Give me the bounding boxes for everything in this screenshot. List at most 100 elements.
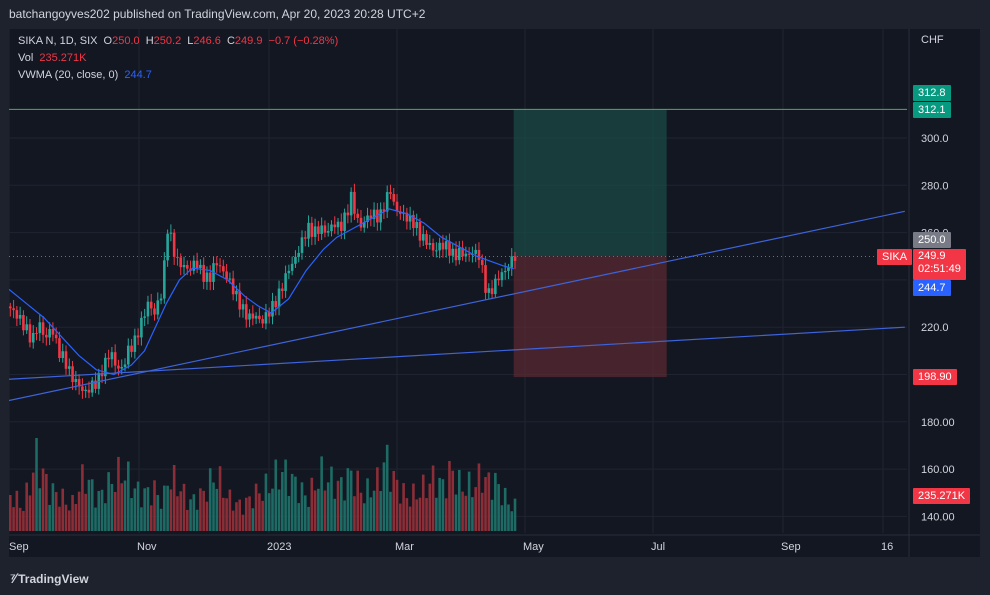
volume-label: Vol [18, 52, 34, 64]
candle-body [94, 380, 97, 389]
volume-bar [438, 477, 441, 531]
volume-bar [74, 503, 78, 531]
candle-body [48, 329, 51, 338]
volume-bar [333, 498, 337, 531]
candle-body [61, 351, 65, 359]
volume-bar [35, 438, 38, 531]
candle-body [143, 316, 146, 318]
volume-bar [487, 472, 491, 531]
candle-body [31, 332, 35, 343]
symbol-label: SIKA N, 1D, SIX [18, 35, 98, 47]
tradingview-logo[interactable]: ⁷∕ TradingView [10, 570, 89, 586]
candle-body [421, 234, 425, 241]
volume-bar [405, 498, 409, 531]
candle-body [408, 214, 412, 222]
volume-bar [133, 488, 137, 531]
candle-body [15, 310, 19, 319]
candle-body [225, 271, 228, 280]
volume-bar [51, 483, 55, 531]
chart-area[interactable]: 140.00160.00180.00200.0220.0240.0260.028… [9, 29, 980, 557]
vwma-value: 244.7 [124, 69, 152, 81]
volume-bar [310, 477, 314, 531]
candle-body [74, 379, 78, 383]
candle-body [222, 266, 225, 272]
candle-body [12, 308, 15, 311]
volume-bar [392, 470, 396, 531]
volume-bar [366, 478, 369, 531]
volume-bar [199, 488, 202, 531]
volume-bar [448, 461, 451, 531]
y-tick-label: 220.0 [921, 322, 949, 334]
tradingview-logo-icon: ⁷∕ [10, 570, 16, 586]
volume-bar [231, 510, 235, 531]
candle-body [382, 209, 386, 212]
candle-body [376, 209, 379, 223]
volume-bar [471, 497, 474, 531]
volume-bar [307, 506, 310, 531]
volume-bar [182, 483, 186, 531]
volume-bar [402, 483, 405, 531]
volume-bar [281, 471, 284, 531]
volume-bar [235, 502, 238, 531]
candle-body [277, 288, 281, 308]
y-tick-label: 140.00 [921, 511, 955, 523]
volume-bar [349, 470, 353, 531]
volume-bar [222, 497, 225, 531]
volume-bar [300, 482, 304, 531]
volume-bar [48, 504, 51, 531]
candle-body [484, 265, 487, 293]
x-tick-label: Sep [9, 541, 29, 553]
candle-body [58, 338, 61, 359]
volume-bar [490, 499, 494, 531]
candle-body [195, 260, 199, 269]
volume-bar [497, 484, 500, 531]
candle-body [425, 234, 428, 245]
price-chart[interactable]: 140.00160.00180.00200.0220.0240.0260.028… [9, 29, 980, 557]
volume-bar [81, 464, 84, 531]
x-tick-label: 2023 [267, 541, 291, 553]
last-price-value: 249.9 [918, 250, 946, 262]
volume-bar [136, 481, 140, 531]
volume-bar [369, 497, 373, 531]
candle-body [235, 290, 238, 295]
candle-body [415, 221, 418, 229]
candle-body [431, 243, 435, 251]
volume-bar [212, 482, 215, 531]
candle-body [490, 288, 494, 295]
volume-bar [477, 463, 481, 531]
candle-body [395, 201, 399, 212]
currency-label: CHF [921, 34, 944, 46]
candle-body [340, 221, 343, 231]
volume-bar [336, 480, 340, 531]
candle-body [303, 237, 307, 239]
volume-bar [353, 496, 356, 531]
volume-bar [389, 491, 392, 531]
candle-body [251, 313, 255, 319]
candle-body [458, 247, 461, 261]
volume-bar [205, 501, 209, 531]
candle-body [231, 278, 235, 295]
volume-bar [284, 459, 287, 531]
candle-body [451, 248, 455, 256]
candle-body [163, 260, 166, 299]
candle-body [290, 263, 294, 271]
volume-bar [97, 491, 101, 531]
volume-bar [84, 493, 87, 531]
volume-bar [320, 456, 323, 531]
volume-bar [41, 468, 45, 531]
volume-bar [146, 487, 150, 531]
candle-body [81, 386, 84, 392]
candle-body [405, 212, 409, 222]
footer: ⁷∕ TradingView [0, 560, 990, 595]
candle-body [477, 249, 481, 260]
volume-bar [202, 490, 205, 531]
candle-body [136, 335, 140, 338]
candle-body [356, 213, 360, 218]
volume-bar [264, 473, 268, 531]
y-tick-label: 300.0 [921, 133, 949, 145]
candle-body [366, 215, 369, 223]
low-label: L [187, 35, 194, 47]
candle-body [192, 260, 196, 271]
candle-body [110, 352, 114, 360]
volume-bar [166, 485, 169, 531]
